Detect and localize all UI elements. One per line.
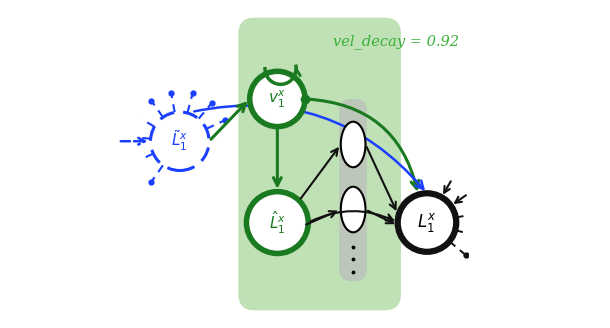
Circle shape bbox=[398, 193, 456, 252]
Ellipse shape bbox=[341, 122, 365, 167]
Text: $\hat{L}_1^x$: $\hat{L}_1^x$ bbox=[269, 209, 286, 236]
Circle shape bbox=[246, 192, 308, 254]
Text: $v_1^x$: $v_1^x$ bbox=[268, 89, 287, 110]
Text: $\tilde{L}_1^x$: $\tilde{L}_1^x$ bbox=[171, 129, 188, 154]
Ellipse shape bbox=[341, 187, 365, 232]
Text: vel_decay = 0.92: vel_decay = 0.92 bbox=[332, 35, 459, 50]
Text: $L_1^x$: $L_1^x$ bbox=[417, 211, 437, 234]
FancyBboxPatch shape bbox=[339, 99, 367, 281]
Circle shape bbox=[249, 71, 305, 127]
FancyBboxPatch shape bbox=[239, 18, 401, 310]
Circle shape bbox=[151, 112, 209, 171]
